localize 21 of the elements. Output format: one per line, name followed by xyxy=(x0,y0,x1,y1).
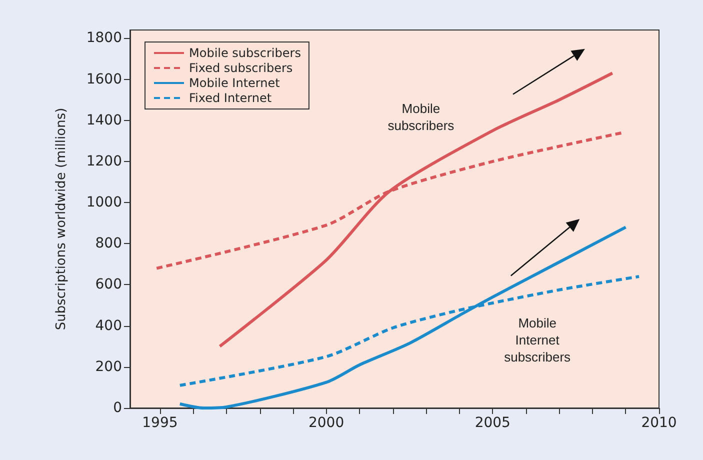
annotation: Mobile Internet subscribers xyxy=(504,315,572,364)
y-tick-label: 400 xyxy=(95,318,122,334)
y-tick-label: 200 xyxy=(95,358,122,375)
y-tick-label: 1800 xyxy=(86,30,122,46)
y-tick-label: 1400 xyxy=(86,112,122,128)
legend-label: Mobile Internet xyxy=(189,76,280,90)
y-tick-label: 1000 xyxy=(86,194,122,211)
x-tick-label: 2000 xyxy=(308,415,344,431)
annotation: Mobile subscribers xyxy=(388,100,455,133)
y-axis-title: Subscriptions worldwide (millions) xyxy=(54,108,69,330)
y-tick-label: 800 xyxy=(95,236,122,252)
legend-label: Fixed Internet xyxy=(189,91,272,105)
x-tick-label: 1995 xyxy=(142,415,178,431)
legend-label: Fixed subscribers xyxy=(189,61,293,75)
y-tick-label: 1600 xyxy=(86,71,122,88)
y-tick-label: 600 xyxy=(95,276,122,293)
y-tick-label: 1200 xyxy=(86,153,122,170)
x-tick-label: 2010 xyxy=(641,415,677,431)
legend-label: Mobile subscribers xyxy=(189,46,301,60)
y-tick-label: 0 xyxy=(113,400,122,416)
x-tick-label: 2005 xyxy=(474,415,510,431)
